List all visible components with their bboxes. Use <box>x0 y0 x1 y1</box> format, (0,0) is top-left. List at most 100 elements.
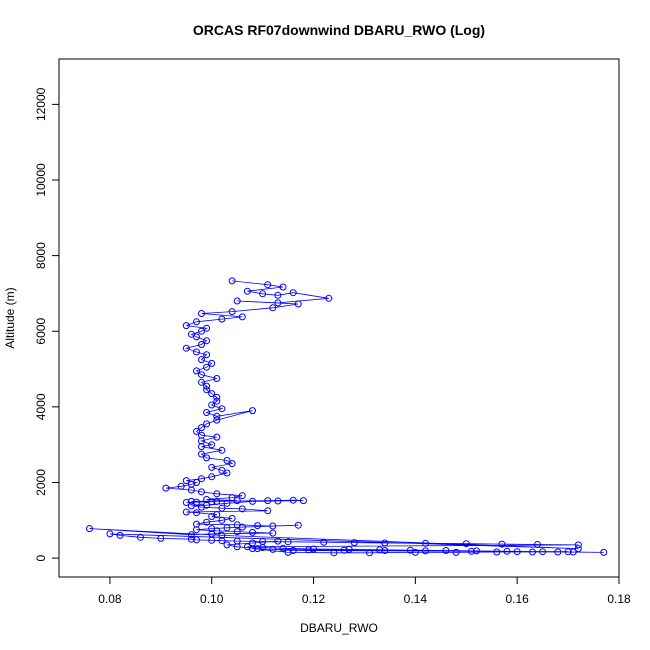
data-point <box>305 546 312 554</box>
data-point <box>218 504 226 512</box>
data-point <box>513 548 521 556</box>
data-point <box>203 386 211 394</box>
y-tick-label: 4000 <box>34 393 48 420</box>
data-point <box>249 407 256 415</box>
data-point <box>269 529 277 537</box>
data-point <box>203 337 211 345</box>
data-point <box>213 393 221 401</box>
data-point <box>86 525 93 533</box>
data-point <box>218 315 226 323</box>
data-point <box>203 409 211 416</box>
data-point <box>269 522 277 530</box>
data-point <box>289 547 297 554</box>
data-point <box>198 488 205 496</box>
data-point <box>274 497 282 505</box>
y-tick-label: 8000 <box>34 242 48 269</box>
data-point <box>203 351 211 359</box>
y-tick-label: 2000 <box>34 469 48 496</box>
data-point <box>203 382 211 390</box>
data-point <box>223 524 231 532</box>
data-point <box>213 375 221 382</box>
data-point <box>228 277 236 285</box>
data-point <box>381 539 389 547</box>
data-point <box>182 508 190 516</box>
x-axis-label: DBARU_RWO <box>300 621 378 635</box>
data-point <box>137 533 144 541</box>
data-point <box>177 482 185 490</box>
data-point <box>279 283 287 291</box>
data-point <box>193 367 200 375</box>
data-point <box>411 548 419 556</box>
data-point <box>294 300 302 308</box>
data-point <box>182 499 190 506</box>
data-point <box>493 548 501 556</box>
data-point <box>259 290 267 298</box>
data-point <box>569 548 577 556</box>
data-point <box>238 505 246 513</box>
data-point <box>345 545 353 553</box>
data-point <box>238 313 246 321</box>
data-point <box>600 548 608 556</box>
data-point <box>208 513 216 520</box>
data-point <box>228 494 236 502</box>
data-point <box>218 446 226 454</box>
data-point <box>182 344 190 352</box>
data-point <box>193 333 200 341</box>
data-point <box>198 450 205 458</box>
data-point <box>213 397 221 405</box>
data-point <box>264 497 272 505</box>
x-tick-label: 0.08 <box>98 592 122 606</box>
y-tick-label: 0 <box>34 554 48 561</box>
data-point <box>208 390 216 398</box>
data-point <box>198 341 205 348</box>
data-point <box>187 535 195 543</box>
data-point <box>529 548 536 556</box>
data-point <box>218 531 226 539</box>
data-point <box>249 539 256 547</box>
data-point <box>366 549 373 557</box>
data-point <box>213 412 221 420</box>
data-point <box>198 475 205 483</box>
data-point <box>254 545 261 553</box>
data-point <box>187 486 195 494</box>
data-point <box>228 308 236 316</box>
data-point <box>422 547 429 555</box>
data-point <box>228 460 236 468</box>
data-point <box>498 540 506 548</box>
data-point <box>182 477 190 485</box>
data-point <box>203 518 211 526</box>
data-point <box>238 492 246 500</box>
data-point <box>462 540 470 548</box>
data-point <box>310 545 317 553</box>
data-point <box>473 547 480 555</box>
data-point <box>193 427 200 435</box>
data-point <box>294 521 302 529</box>
data-point <box>208 441 216 449</box>
chart-title: ORCAS RF07downwind DBARU_RWO (Log) <box>193 22 485 38</box>
data-point <box>223 499 231 507</box>
data-point <box>182 322 190 330</box>
data-point <box>574 541 582 549</box>
data-point <box>198 327 205 335</box>
x-tick-label: 0.12 <box>302 592 326 606</box>
data-point <box>198 424 205 432</box>
data-point <box>564 548 572 556</box>
data-point <box>554 548 562 556</box>
data-point <box>193 348 200 356</box>
data-point <box>193 526 200 534</box>
data-point <box>213 497 221 505</box>
y-tick-label: 12000 <box>34 87 48 121</box>
data-point <box>269 545 277 553</box>
plot-frame <box>58 58 620 578</box>
data-point <box>233 497 241 505</box>
data-point <box>193 318 200 326</box>
data-point <box>208 401 216 409</box>
data-point <box>198 503 205 511</box>
data-point <box>233 528 241 536</box>
data-point <box>274 299 282 307</box>
data-point <box>467 547 475 555</box>
data-point <box>198 378 205 386</box>
data-point <box>208 359 216 367</box>
data-point <box>503 547 511 555</box>
x-tick-label: 0.18 <box>607 592 631 606</box>
